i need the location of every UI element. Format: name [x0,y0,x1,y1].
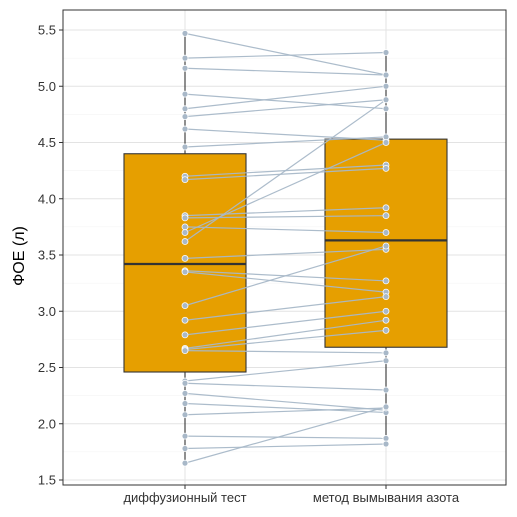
pair-line [184,167,387,181]
pair-line [184,245,387,307]
y-tick-label: 4.5 [38,135,56,150]
y-tick-label: 3.5 [38,248,56,263]
data-point [382,229,390,236]
data-point [181,445,189,452]
data-point [382,326,390,334]
boxes-layer [123,33,448,464]
plot-border [62,9,507,486]
data-point [181,90,189,98]
data-point [181,64,189,72]
y-tick-label: 4.0 [38,191,56,206]
data-point [382,212,390,220]
pair-line [184,435,387,439]
data-point [382,403,390,411]
data-point [382,71,390,79]
pair-line [184,51,387,59]
data-point [382,49,390,56]
data-point [181,379,189,387]
pair-line [184,67,387,76]
data-point [181,176,189,184]
data-point [382,293,390,301]
data-point [181,411,189,419]
data-point [181,29,189,37]
pair-line [184,406,387,464]
pair-line [184,226,387,234]
data-point [181,302,189,310]
y-axis: 1.5 2.0 2.5 3.0 3.5 4.0 4.5 5.0 5.5 [38,23,63,488]
pair-line [184,93,387,110]
data-point [382,96,390,104]
pair-line [184,99,387,118]
pair-line [184,296,387,321]
data-point [382,164,390,172]
pair-line [184,99,387,242]
pair-line [184,329,387,351]
data-point [181,389,189,397]
data-point [181,347,189,355]
data-point [382,386,390,394]
y-tick-label: 1.5 [38,473,56,488]
x-tick-label: диффузионный тест [123,490,246,505]
data-point [181,223,189,231]
data-point [181,331,189,339]
pair-line [184,32,387,76]
pair-line [184,248,387,259]
data-point [181,214,189,222]
data-point [181,400,189,407]
data-point [382,133,390,141]
data-point [181,125,189,133]
pair-line [184,402,387,414]
pair-line [184,407,387,416]
y-tick-label: 2.5 [38,360,56,375]
y-tick-label: 2.0 [38,416,56,431]
pair-line [184,319,387,349]
pair-line [184,350,387,354]
data-point [382,434,390,442]
data-point [181,254,189,262]
data-point [382,105,390,113]
data-point [382,357,390,365]
data-point [382,440,390,448]
data-point [181,268,189,276]
data-point [382,139,390,146]
data-point [382,307,390,315]
pair-line [184,392,387,411]
data-point [181,229,189,236]
data-point [382,316,390,324]
pair-line [184,271,387,293]
box [123,153,247,373]
data-point [181,459,189,467]
pair-line [184,443,387,450]
pair-line [184,207,387,217]
data-point [181,143,189,151]
points-layer [181,29,390,467]
data-point [382,242,390,250]
pair-lines-layer [184,32,387,464]
data-point [382,204,390,212]
data-point [181,432,189,440]
pair-line [184,310,387,336]
pair-line [184,382,387,391]
data-point [382,277,390,285]
data-point [181,113,189,121]
pair-line [184,85,387,110]
y-tick-label: 3.0 [38,304,56,319]
data-point [181,54,189,62]
data-point [181,238,189,245]
x-tick-label: метод вымывания азота [313,490,460,505]
x-axis: диффузионный тест метод вымывания азота [123,485,460,505]
y-tick-label: 5.0 [38,79,56,94]
data-point [382,82,390,90]
pair-line [184,360,387,382]
y-axis-title: ФОЕ (л) [11,226,28,286]
data-point [181,105,189,113]
y-tick-label: 5.5 [38,23,56,38]
data-point [382,349,390,357]
data-point [181,316,189,324]
pair-line [184,136,387,148]
